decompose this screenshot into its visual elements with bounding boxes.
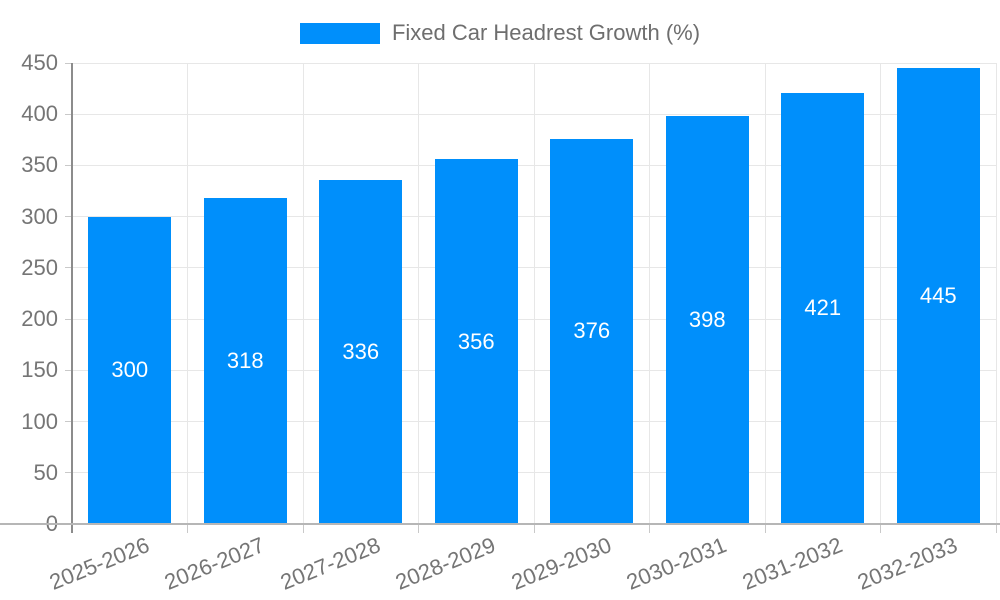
x-axis-label: 2027-2028 xyxy=(276,532,384,595)
x-axis-label: 2025-2026 xyxy=(45,532,153,595)
y-axis-tick-label: 300 xyxy=(21,203,58,229)
y-axis-tick-label: 450 xyxy=(21,50,58,75)
x-axis-tick xyxy=(764,525,766,533)
bar[interactable]: 445 xyxy=(896,68,980,524)
legend-label: Fixed Car Headrest Growth (%) xyxy=(391,20,701,45)
x-axis-tick xyxy=(302,525,304,533)
y-axis-line xyxy=(71,63,73,533)
bar-value-label: 398 xyxy=(688,307,726,333)
x-axis-label: 2032-2033 xyxy=(853,532,961,595)
x-axis-tick xyxy=(995,525,997,533)
bar[interactable]: 398 xyxy=(665,116,749,524)
bar-value-label: 445 xyxy=(919,283,957,309)
bar-value-label: 421 xyxy=(804,295,842,321)
x-axis-label: 2028-2029 xyxy=(391,532,499,595)
x-axis-label: 2029-2030 xyxy=(507,532,615,595)
x-axis-line xyxy=(0,523,1000,525)
x-gridline xyxy=(533,63,535,524)
bar-value-label: 336 xyxy=(342,338,380,364)
x-axis-label: 2031-2032 xyxy=(738,532,846,595)
bar[interactable]: 300 xyxy=(88,216,172,524)
y-axis-tick xyxy=(65,472,72,474)
bar-value-label: 376 xyxy=(573,318,611,344)
y-axis-tick-label: 50 xyxy=(33,459,58,485)
x-axis-tick xyxy=(533,525,535,533)
y-axis-tick xyxy=(65,421,72,423)
y-axis-tick-label: 400 xyxy=(21,101,58,127)
bar[interactable]: 318 xyxy=(203,198,287,524)
bar[interactable]: 421 xyxy=(781,92,865,524)
x-gridline xyxy=(302,63,304,524)
x-gridline xyxy=(995,63,997,524)
x-axis-tick xyxy=(418,525,419,533)
x-axis-tick xyxy=(187,525,188,533)
x-axis-tick xyxy=(649,525,650,533)
x-gridline xyxy=(880,63,881,524)
x-gridline xyxy=(418,63,419,524)
x-axis-tick xyxy=(880,525,881,533)
bar-value-label: 356 xyxy=(457,328,495,354)
y-axis-tick xyxy=(65,113,72,115)
x-axis-label: 2030-2031 xyxy=(622,532,730,595)
bar-value-label: 318 xyxy=(226,348,264,374)
x-gridline xyxy=(649,63,650,524)
y-axis-tick-label: 250 xyxy=(21,254,58,280)
bar[interactable]: 336 xyxy=(319,179,403,524)
bar-value-label: 300 xyxy=(111,357,149,383)
y-axis-tick xyxy=(65,267,72,269)
bar[interactable]: 376 xyxy=(550,138,634,524)
legend[interactable]: Fixed Car Headrest Growth (%) xyxy=(0,20,1000,46)
x-axis-label: 2026-2027 xyxy=(160,532,268,595)
y-axis-tick-label: 100 xyxy=(21,408,58,434)
y-axis-tick-label: 350 xyxy=(21,152,58,178)
x-gridline xyxy=(764,63,766,524)
y-axis-tick-label: 200 xyxy=(21,306,58,332)
y-axis-tick-label: 150 xyxy=(21,357,58,383)
bar[interactable]: 356 xyxy=(434,159,518,524)
legend-swatch-icon xyxy=(299,22,380,44)
y-axis-tick xyxy=(65,318,72,320)
y-axis-tick xyxy=(65,164,72,166)
y-axis-tick xyxy=(65,369,72,371)
y-axis-tick xyxy=(65,62,72,64)
y-axis-tick xyxy=(65,216,72,218)
x-gridline xyxy=(187,63,188,524)
